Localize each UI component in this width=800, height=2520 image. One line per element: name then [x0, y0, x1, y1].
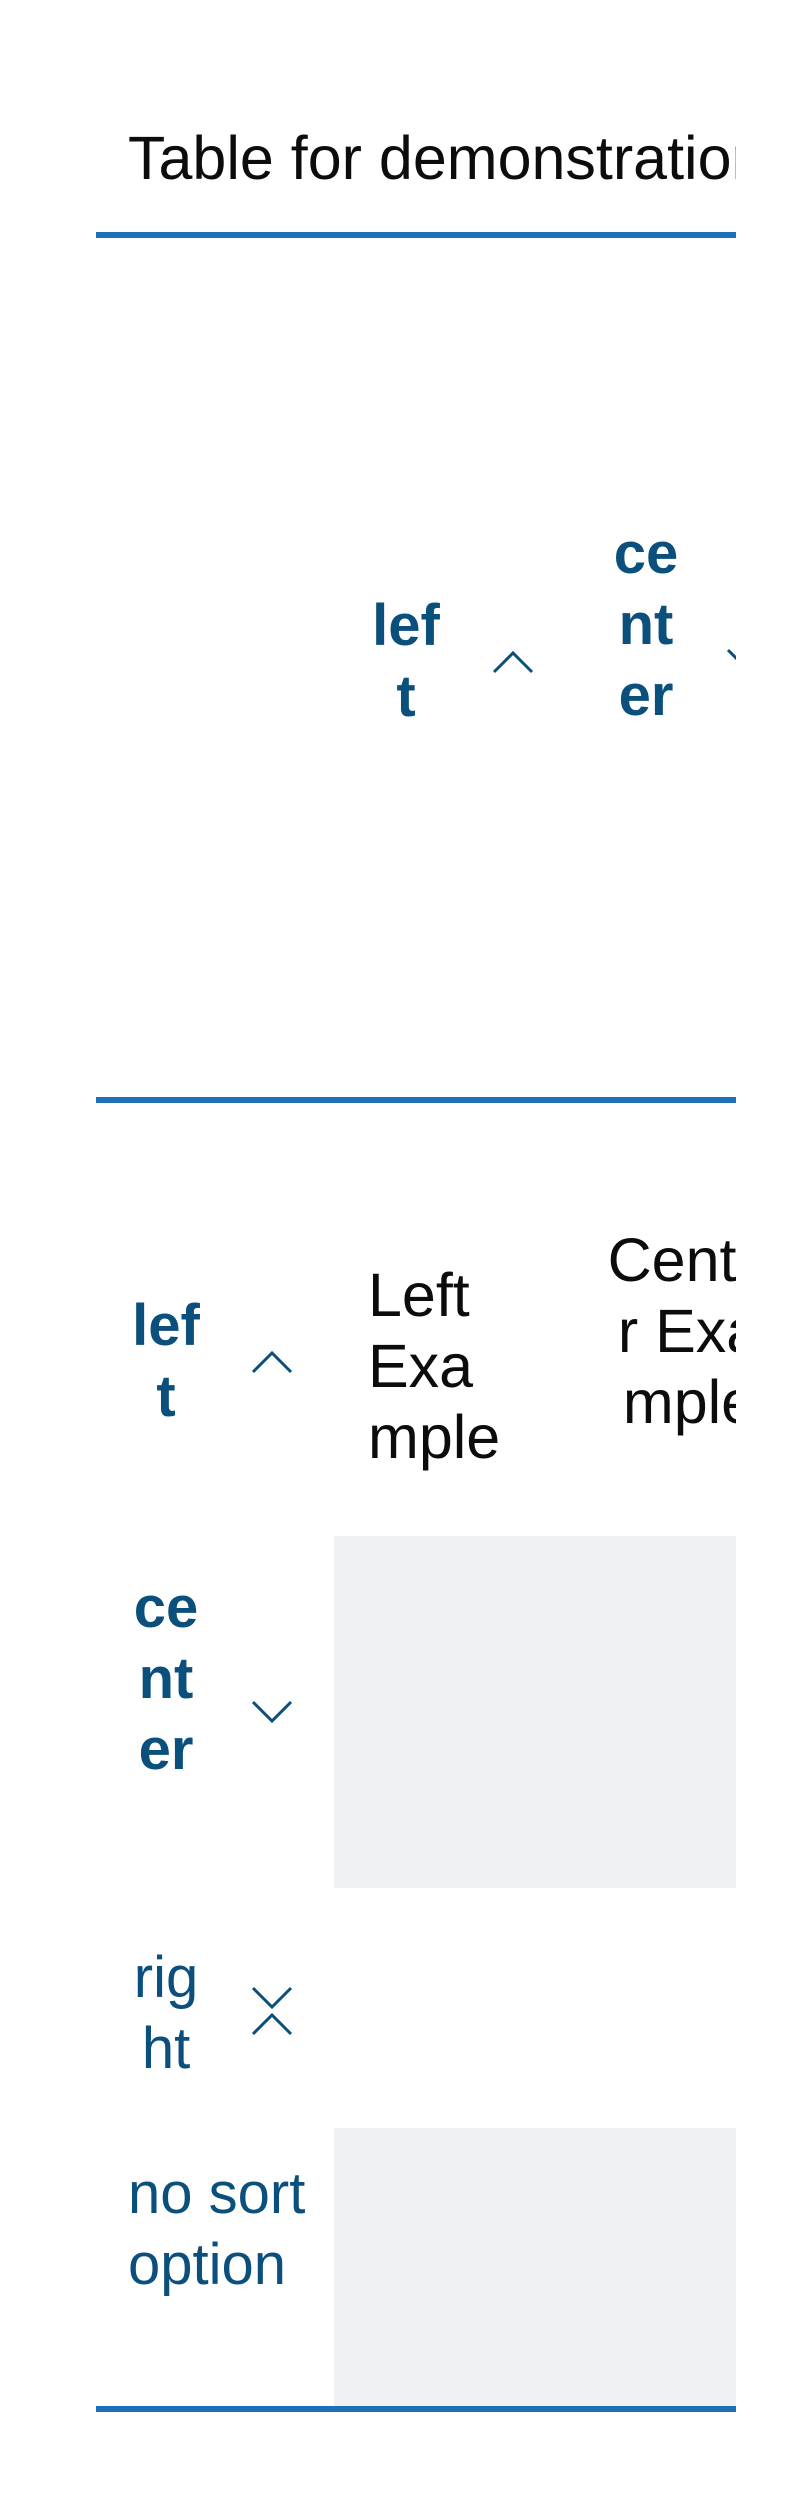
sort-descending-icon[interactable] — [251, 1700, 293, 1726]
table-caption: Table for demonstration of sort options — [128, 124, 736, 192]
row-header-no-sort: no sort option — [128, 2161, 306, 2297]
column-header-center[interactable]: center — [613, 521, 679, 728]
header-rule — [96, 1097, 736, 1103]
footer-rule — [96, 2406, 736, 2412]
cell-left-example: Left Example — [368, 1261, 501, 1471]
column-header-left[interactable]: left — [372, 593, 440, 729]
sort-descending-icon[interactable] — [726, 648, 736, 674]
sortable-table: Table for demonstration of sort options … — [96, 0, 736, 2520]
row-header-center[interactable]: center — [133, 1575, 199, 1782]
row-header-right[interactable]: right — [133, 1945, 199, 2081]
sort-ascending-icon[interactable] — [251, 1348, 293, 1374]
caption-rule — [96, 232, 736, 238]
row-shade — [334, 2128, 736, 2406]
sort-unsorted-icon[interactable] — [251, 1986, 293, 2036]
cell-center-example: Center Example — [607, 1226, 736, 1436]
row-header-left[interactable]: left — [132, 1293, 200, 1429]
sort-ascending-icon[interactable] — [492, 648, 534, 674]
row-shade — [334, 1536, 736, 1888]
